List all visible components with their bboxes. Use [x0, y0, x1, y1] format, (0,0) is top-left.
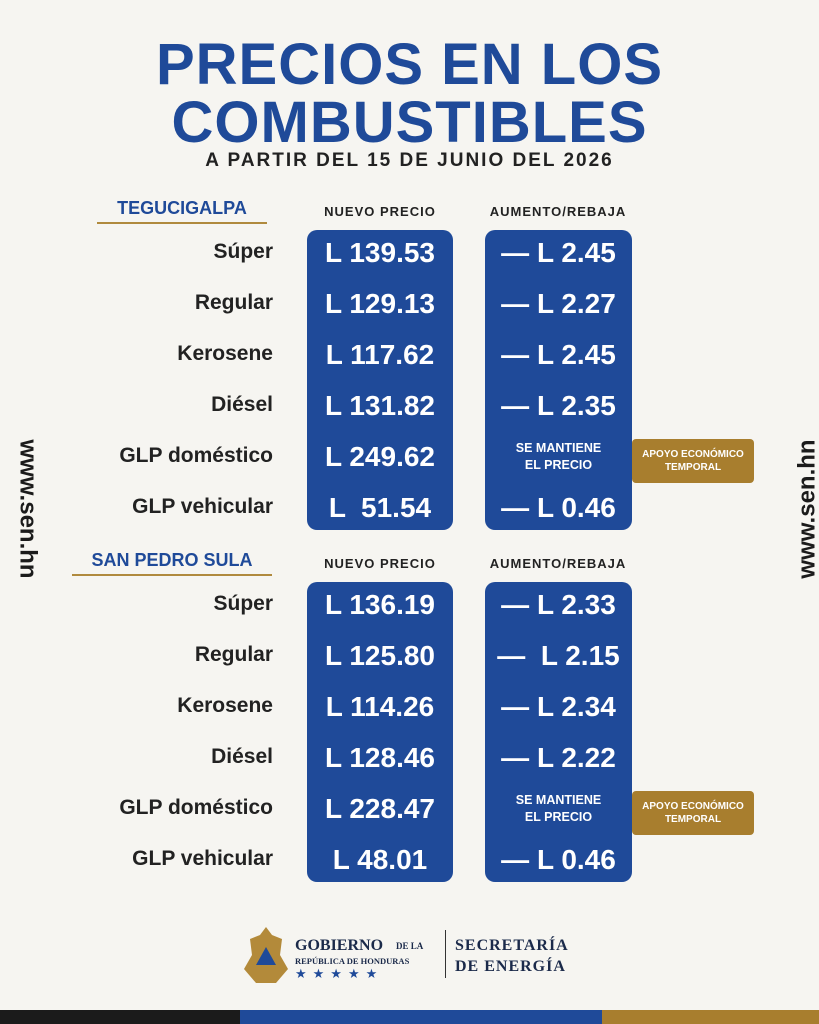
footer-ministry: DE ENERGÍA: [455, 958, 566, 975]
change-value: — L 0.46: [501, 492, 616, 523]
support-badge: APOYO ECONÓMICO TEMPORAL: [632, 791, 754, 835]
price-value: L 117.62: [325, 339, 435, 370]
support-badge: APOYO ECONÓMICO TEMPORAL: [632, 439, 754, 483]
fuel-label: Diésel: [211, 745, 273, 768]
change-note: SE MANTIENE: [515, 441, 602, 455]
price-value: L 131.82: [324, 390, 436, 421]
column-header: NUEVO PRECIO: [324, 556, 436, 571]
price-value: L 51.54: [328, 492, 432, 523]
fuel-label: Kerosene: [177, 342, 273, 365]
bar-blue: [240, 1010, 602, 1024]
price-value: L 136.19: [324, 589, 436, 620]
footer-gov: REPÚBLICA DE HONDURAS: [295, 956, 410, 966]
bar-gold: [602, 1010, 819, 1024]
city-name: SAN PEDRO SULA: [91, 550, 253, 570]
change-note: SE MANTIENE: [515, 793, 602, 807]
badge-line: TEMPORAL: [664, 462, 722, 473]
fuel-label: Diésel: [211, 393, 273, 416]
fuel-label: GLP vehicular: [132, 495, 273, 518]
fuel-label: GLP vehicular: [132, 847, 273, 870]
title-line: COMBUSTIBLES: [171, 90, 648, 155]
change-box: [485, 230, 632, 530]
city-name: TEGUCIGALPA: [117, 198, 247, 218]
side-url: www.sen.hn: [793, 439, 819, 579]
price-value: L 114.26: [325, 691, 435, 722]
price-value: L 125.80: [324, 640, 436, 671]
change-value: — L 2.27: [501, 288, 616, 319]
fuel-label: Súper: [213, 240, 273, 263]
change-value: — L 2.45: [501, 237, 616, 268]
change-value: — L 2.22: [501, 742, 616, 773]
price-value: L 129.13: [324, 288, 436, 319]
price-value: L 249.62: [324, 441, 436, 472]
column-header: AUMENTO/REBAJA: [489, 204, 627, 219]
fuel-label: GLP doméstico: [119, 444, 273, 467]
footer-divider: [445, 930, 446, 978]
column-header: NUEVO PRECIO: [324, 204, 436, 219]
badge-line: APOYO ECONÓMICO: [642, 449, 744, 460]
stars: ★★★★★: [295, 966, 384, 981]
price-value: L 228.47: [324, 793, 436, 824]
change-value: — L 0.46: [501, 844, 616, 875]
price-value: L 139.53: [324, 237, 436, 268]
change-value: — L 2.45: [501, 339, 616, 370]
badge-line: APOYO ECONÓMICO: [642, 801, 744, 812]
change-value: — L 2.35: [501, 390, 616, 421]
column-header: AUMENTO/REBAJA: [489, 556, 627, 571]
bar-dark: [0, 1010, 240, 1024]
price-value: L 48.01: [332, 844, 428, 875]
fuel-label: Súper: [213, 592, 273, 615]
city-underline: [72, 574, 272, 576]
fuel-label: GLP doméstico: [119, 796, 273, 819]
change-note: EL PRECIO: [524, 810, 593, 824]
fuel-label: Kerosene: [177, 694, 273, 717]
footer-gov: GOBIERNO: [295, 937, 384, 954]
change-box: [485, 582, 632, 882]
fuel-label: Regular: [194, 291, 273, 314]
fuel-label: Regular: [194, 643, 273, 666]
price-box: [307, 230, 453, 530]
change-value: — L 2.33: [501, 589, 616, 620]
city-underline: [97, 222, 267, 224]
footer-ministry: SECRETARÍA: [455, 937, 569, 954]
change-value: — L 2.34: [501, 691, 616, 722]
price-value: L 128.46: [324, 742, 436, 773]
subtitle: A PARTIR DEL 15 DE JUNIO DEL 2026: [205, 150, 614, 171]
badge-line: TEMPORAL: [664, 814, 722, 825]
price-box: [307, 582, 453, 882]
title-line: PRECIOS EN LOS: [155, 32, 664, 97]
change-note: EL PRECIO: [524, 458, 593, 472]
footer-gov: DE LA: [396, 941, 424, 951]
change-value: — L 2.15: [497, 640, 620, 671]
emblem: [244, 927, 288, 983]
